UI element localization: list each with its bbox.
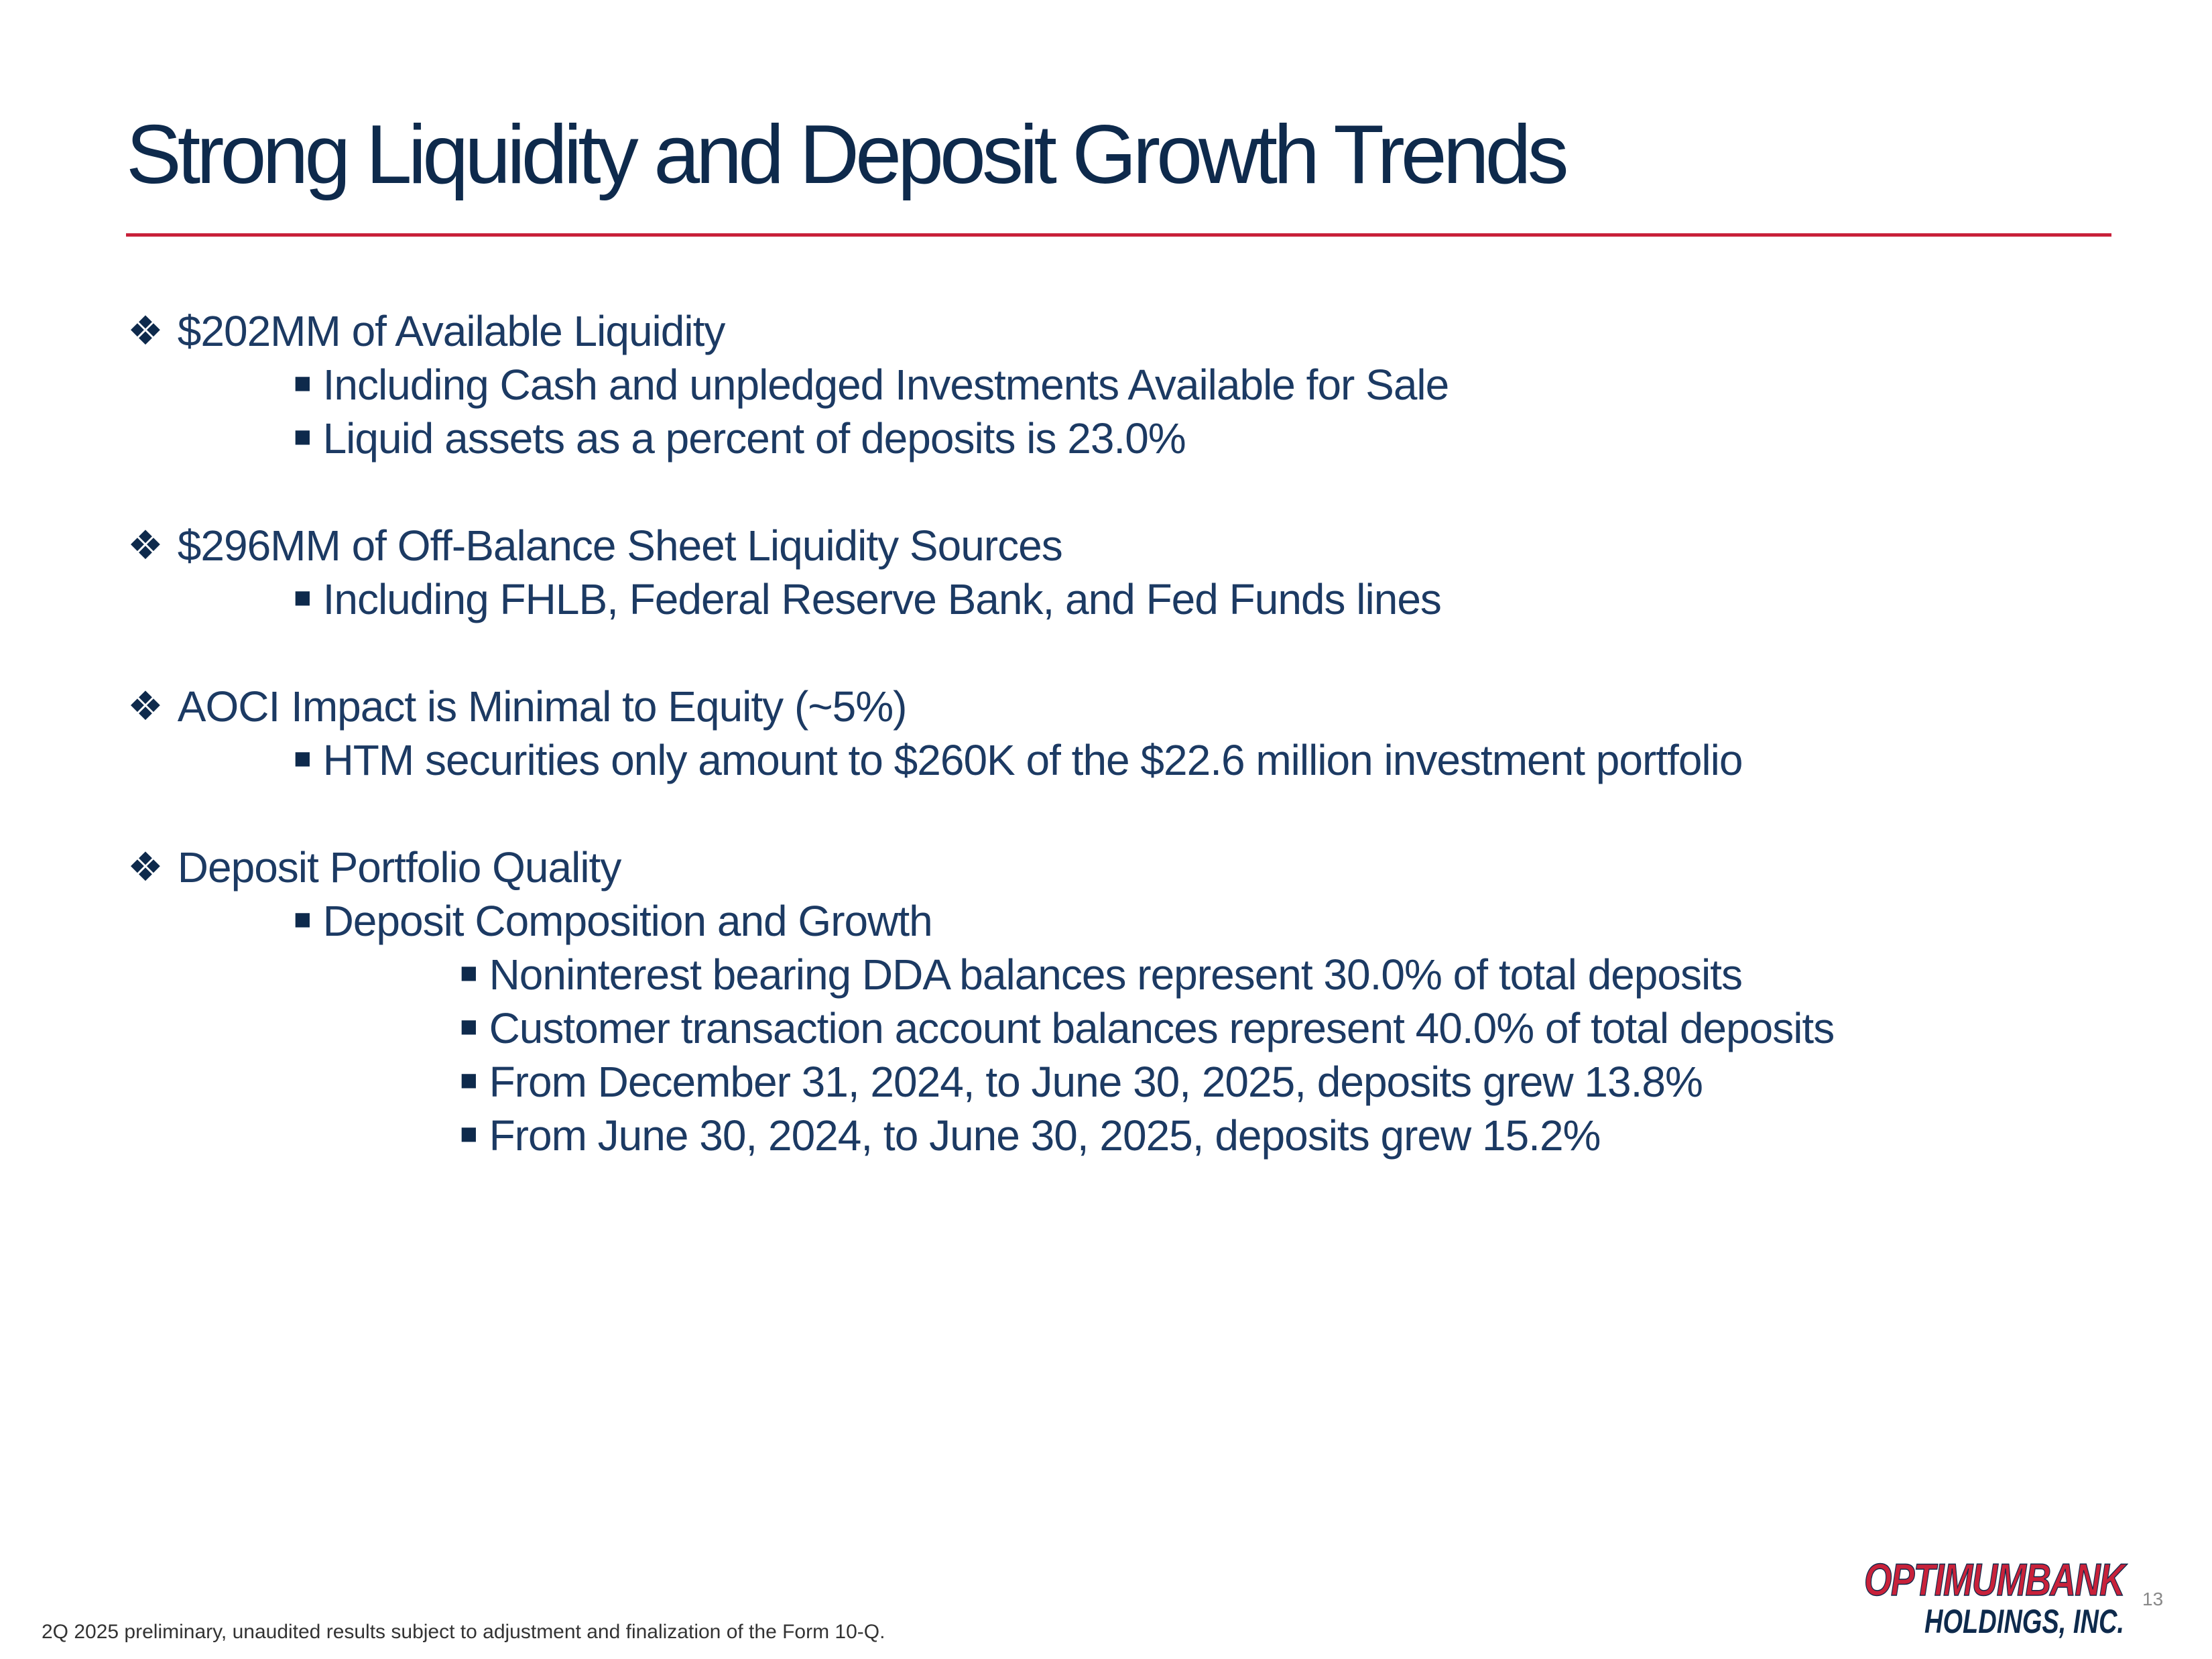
diamond-bullet-icon: ❖	[127, 523, 164, 568]
bullet-text: Customer transaction account balances re…	[489, 1004, 1835, 1052]
square-bullet-icon: ■	[294, 581, 312, 614]
bullet-item: ■ Customer transaction account balances …	[460, 1003, 1835, 1053]
bullet-text: HTM securities only amount to $260K of t…	[322, 736, 1743, 784]
bullet-text: Liquid assets as a percent of deposits i…	[322, 414, 1186, 463]
square-bullet-icon: ■	[460, 957, 478, 989]
bullet-text: Deposit Composition and Growth	[322, 897, 933, 945]
square-bullet-icon: ■	[294, 367, 312, 400]
square-bullet-icon: ■	[460, 1064, 478, 1097]
square-bullet-icon: ■	[294, 742, 312, 775]
bullet-item: ■ Noninterest bearing DDA balances repre…	[460, 950, 1743, 999]
title-divider	[126, 233, 2111, 237]
bullet-item: ■ Including FHLB, Federal Reserve Bank, …	[294, 574, 1442, 624]
bullet-text: From June 30, 2024, to June 30, 2025, de…	[489, 1111, 1601, 1160]
bullet-text: Deposit Portfolio Quality	[177, 843, 622, 892]
bullet-text: Including FHLB, Federal Reserve Bank, an…	[322, 575, 1442, 623]
square-bullet-icon: ■	[294, 420, 312, 453]
bullet-item: ❖ AOCI Impact is Minimal to Equity (~5%)	[127, 682, 908, 731]
logo-line-1: OPTIMUMBANK	[1864, 1554, 2128, 1605]
diamond-bullet-icon: ❖	[127, 845, 164, 889]
bullet-text: $202MM of Available Liquidity	[177, 307, 726, 355]
optimumbank-logo: OPTIMUMBANK HOLDINGS, INC.	[1863, 1554, 2128, 1640]
bullet-text: Including Cash and unpledged Investments…	[322, 361, 1450, 409]
logo-line-2: HOLDINGS, INC.	[1924, 1603, 2124, 1640]
bullet-item: ■ From June 30, 2024, to June 30, 2025, …	[460, 1111, 1601, 1160]
bullet-text: From December 31, 2024, to June 30, 2025…	[489, 1058, 1703, 1106]
bullet-text: AOCI Impact is Minimal to Equity (~5%)	[177, 682, 908, 731]
bullet-item: ■ From December 31, 2024, to June 30, 20…	[460, 1057, 1703, 1107]
footnote: 2Q 2025 preliminary, unaudited results s…	[42, 1621, 885, 1643]
bullet-item: ❖ $296MM of Off-Balance Sheet Liquidity …	[127, 521, 1063, 570]
bullet-item: ■ Including Cash and unpledged Investmen…	[294, 360, 1449, 410]
bullet-text: $296MM of Off-Balance Sheet Liquidity So…	[177, 521, 1063, 570]
page-number: 13	[2142, 1589, 2164, 1609]
diamond-bullet-icon: ❖	[127, 684, 164, 729]
diamond-bullet-icon: ❖	[127, 308, 164, 353]
bullet-item: ❖ $202MM of Available Liquidity	[127, 306, 725, 356]
bullet-item: ■ HTM securities only amount to $260K of…	[294, 735, 1743, 785]
square-bullet-icon: ■	[460, 1010, 478, 1043]
square-bullet-icon: ■	[294, 903, 312, 936]
slide-title: Strong Liquidity and Deposit Growth Tren…	[126, 109, 1569, 201]
bullet-item: ❖ Deposit Portfolio Quality	[127, 843, 621, 892]
bullet-item: ■ Deposit Composition and Growth	[294, 896, 933, 946]
bullet-text: Noninterest bearing DDA balances represe…	[489, 950, 1743, 999]
square-bullet-icon: ■	[460, 1117, 478, 1150]
bullet-item: ■ Liquid assets as a percent of deposits…	[294, 414, 1186, 463]
